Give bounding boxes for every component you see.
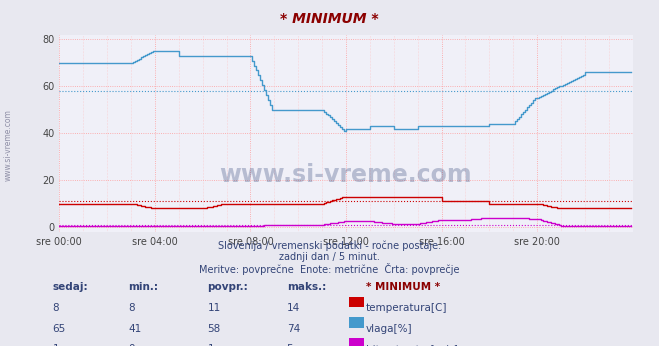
Text: 0: 0 xyxy=(129,344,135,346)
Text: 1: 1 xyxy=(208,344,214,346)
Text: 1: 1 xyxy=(53,344,59,346)
Text: min.:: min.: xyxy=(129,282,159,292)
Text: maks.:: maks.: xyxy=(287,282,326,292)
Text: zadnji dan / 5 minut.: zadnji dan / 5 minut. xyxy=(279,252,380,262)
Text: Slovenija / vremenski podatki - ročne postaje.: Slovenija / vremenski podatki - ročne po… xyxy=(218,240,441,251)
Text: * MINIMUM *: * MINIMUM * xyxy=(280,12,379,26)
Text: 41: 41 xyxy=(129,324,142,334)
Text: 11: 11 xyxy=(208,303,221,313)
Text: www.si-vreme.com: www.si-vreme.com xyxy=(4,109,13,181)
Text: 14: 14 xyxy=(287,303,300,313)
Text: 74: 74 xyxy=(287,324,300,334)
Text: temperatura[C]: temperatura[C] xyxy=(366,303,447,313)
Text: * MINIMUM *: * MINIMUM * xyxy=(366,282,440,292)
Text: 8: 8 xyxy=(129,303,135,313)
Text: vlaga[%]: vlaga[%] xyxy=(366,324,413,334)
Text: sedaj:: sedaj: xyxy=(53,282,88,292)
Text: 58: 58 xyxy=(208,324,221,334)
Text: 65: 65 xyxy=(53,324,66,334)
Text: hitrost vetra[m/s]: hitrost vetra[m/s] xyxy=(366,344,457,346)
Text: www.si-vreme.com: www.si-vreme.com xyxy=(219,163,473,188)
Text: povpr.:: povpr.: xyxy=(208,282,248,292)
Text: Meritve: povprečne  Enote: metrične  Črta: povprečje: Meritve: povprečne Enote: metrične Črta:… xyxy=(199,263,460,275)
Text: 5: 5 xyxy=(287,344,293,346)
Text: 8: 8 xyxy=(53,303,59,313)
